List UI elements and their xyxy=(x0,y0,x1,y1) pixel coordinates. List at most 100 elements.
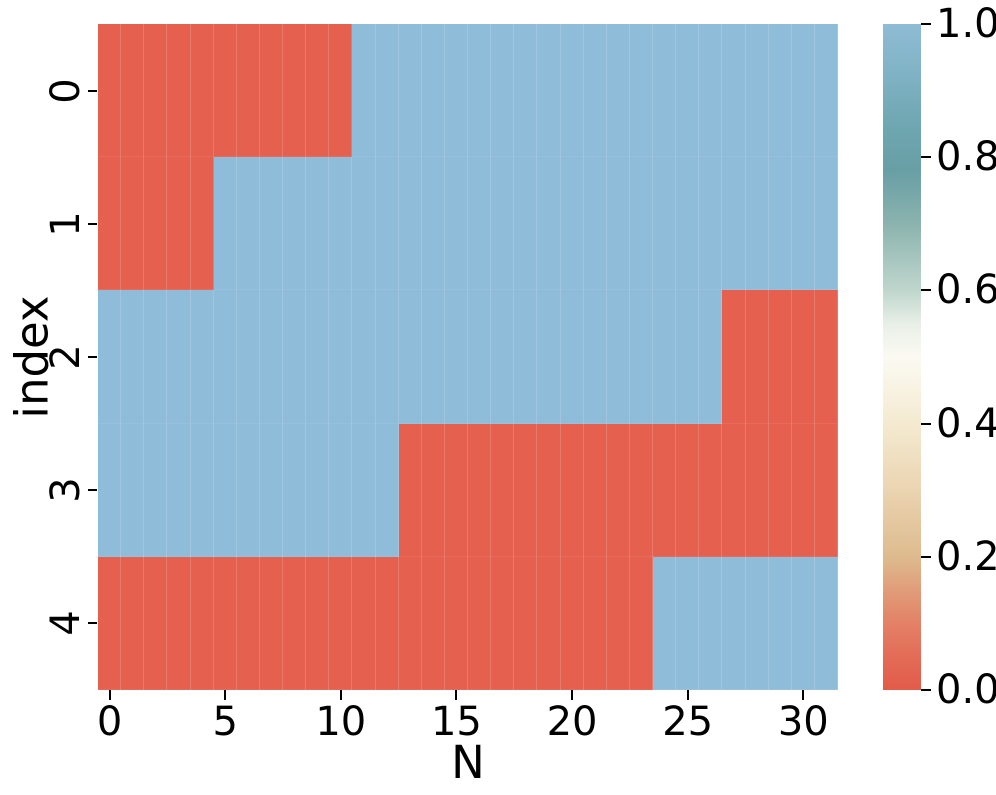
y-tick-label: 0 xyxy=(43,77,89,104)
y-tick-mark xyxy=(88,489,97,492)
heatmap-cell-r3-c27 xyxy=(722,423,746,557)
x-tick-label: 30 xyxy=(777,699,829,745)
x-tick-label: 5 xyxy=(212,699,238,745)
heatmap-cell-r4-c2 xyxy=(144,556,168,690)
heatmap-cell-r3-c29 xyxy=(768,423,792,557)
heatmap-cell-r3-c1 xyxy=(121,423,145,557)
heatmap-cell-r2-c19 xyxy=(537,290,561,424)
heatmap-cell-r3-c18 xyxy=(514,423,538,557)
y-tick-mark xyxy=(88,89,97,92)
heatmap-cell-r1-c17 xyxy=(491,157,515,291)
heatmap-cell-r0-c13 xyxy=(398,24,422,158)
heatmap-cell-r1-c12 xyxy=(375,157,399,291)
x-tick-label: 15 xyxy=(430,699,482,745)
y-tick-mark xyxy=(88,622,97,625)
heatmap-cell-r3-c17 xyxy=(491,423,515,557)
x-tick-label: 10 xyxy=(315,699,367,745)
heatmap-cell-r0-c20 xyxy=(560,24,584,158)
heatmap-cell-r3-c16 xyxy=(468,423,492,557)
heatmap-cell-r1-c0 xyxy=(98,157,122,291)
colorbar-tick-mark xyxy=(921,422,931,425)
heatmap-cell-r3-c28 xyxy=(745,423,769,557)
heatmap-cell-r3-c30 xyxy=(791,423,815,557)
heatmap-cell-r2-c6 xyxy=(236,290,260,424)
heatmap-cell-r4-c21 xyxy=(583,556,607,690)
heatmap-cell-r4-c25 xyxy=(676,556,700,690)
heatmap-cell-r2-c23 xyxy=(629,290,653,424)
heatmap-cell-r0-c17 xyxy=(491,24,515,158)
heatmap-cell-r4-c23 xyxy=(629,556,653,690)
heatmap-cell-r3-c2 xyxy=(144,423,168,557)
heatmap-cell-r1-c27 xyxy=(722,157,746,291)
heatmap-cell-r1-c7 xyxy=(259,157,283,291)
heatmap-cell-r2-c20 xyxy=(560,290,584,424)
heatmap-cell-r4-c6 xyxy=(236,556,260,690)
heatmap-cell-r1-c24 xyxy=(653,157,677,291)
heatmap-cell-r4-c29 xyxy=(768,556,792,690)
y-tick-label: 4 xyxy=(43,610,89,637)
heatmap-cell-r3-c21 xyxy=(583,423,607,557)
heatmap-cell-r3-c4 xyxy=(190,423,214,557)
heatmap-cell-r4-c7 xyxy=(259,556,283,690)
heatmap-cell-r4-c12 xyxy=(375,556,399,690)
heatmap-cell-r3-c3 xyxy=(167,423,191,557)
y-tick-label: 1 xyxy=(43,211,89,237)
heatmap-cell-r0-c28 xyxy=(745,24,769,158)
heatmap-cell-r4-c31 xyxy=(814,556,838,690)
heatmap-cell-r2-c0 xyxy=(98,290,122,424)
heatmap-cell-r3-c25 xyxy=(676,423,700,557)
y-tick-mark xyxy=(88,222,97,225)
heatmap-cell-r4-c16 xyxy=(468,556,492,690)
heatmap-cell-r4-c5 xyxy=(213,556,237,690)
heatmap-cell-r2-c13 xyxy=(398,290,422,424)
heatmap-cell-r4-c18 xyxy=(514,556,538,690)
x-tick-mark xyxy=(686,690,689,700)
heatmap-cell-r2-c21 xyxy=(583,290,607,424)
heatmap-cell-r1-c3 xyxy=(167,157,191,291)
colorbar-tick-mark xyxy=(921,689,931,691)
heatmap-cell-r2-c17 xyxy=(491,290,515,424)
heatmap-cell-r0-c11 xyxy=(352,24,376,158)
colorbar-tick-mark xyxy=(921,156,931,159)
heatmap-cell-r3-c10 xyxy=(329,423,353,557)
x-axis-label: N xyxy=(451,736,485,789)
colorbar-tick-mark xyxy=(921,289,931,292)
x-tick-label: 25 xyxy=(662,699,714,745)
heatmap-cell-r4-c10 xyxy=(329,556,353,690)
heatmap-cell-r2-c26 xyxy=(699,290,723,424)
heatmap-cell-r0-c31 xyxy=(814,24,838,158)
heatmap-cell-r0-c16 xyxy=(468,24,492,158)
heatmap-cell-r4-c24 xyxy=(653,556,677,690)
heatmap-cell-r0-c24 xyxy=(653,24,677,158)
heatmap-cell-r0-c9 xyxy=(306,24,330,158)
heatmap-cell-r2-c15 xyxy=(444,290,468,424)
heatmap-cell-r1-c4 xyxy=(190,157,214,291)
heatmap-cell-r2-c29 xyxy=(768,290,792,424)
heatmap-cell-r1-c6 xyxy=(236,157,260,291)
heatmap-cell-r4-c22 xyxy=(606,556,630,690)
heatmap-cell-r1-c19 xyxy=(537,157,561,291)
heatmap-cell-r1-c21 xyxy=(583,157,607,291)
heatmap-cell-r1-c25 xyxy=(676,157,700,291)
heatmap-cell-r2-c28 xyxy=(745,290,769,424)
heatmap-cell-r1-c23 xyxy=(629,157,653,291)
y-tick-label: 3 xyxy=(43,477,89,503)
colorbar-tick-mark xyxy=(921,23,931,25)
heatmap-cell-r4-c26 xyxy=(699,556,723,690)
x-tick-label: 20 xyxy=(546,699,598,745)
heatmap-cell-r1-c1 xyxy=(121,157,145,291)
heatmap-cell-r3-c15 xyxy=(444,423,468,557)
heatmap-cell-r3-c23 xyxy=(629,423,653,557)
x-tick-mark xyxy=(455,690,458,700)
heatmap-cell-r4-c0 xyxy=(98,556,122,690)
colorbar-tick-label: 0.0 xyxy=(936,667,996,713)
heatmap-cell-r2-c27 xyxy=(722,290,746,424)
heatmap-cell-r1-c22 xyxy=(606,157,630,291)
heatmap-cell-r1-c10 xyxy=(329,157,353,291)
heatmap-cell-r0-c27 xyxy=(722,24,746,158)
heatmap-cell-r3-c11 xyxy=(352,423,376,557)
heatmap-cell-r2-c30 xyxy=(791,290,815,424)
heatmap-cell-r3-c5 xyxy=(213,423,237,557)
heatmap-cell-r3-c7 xyxy=(259,423,283,557)
heatmap-cell-r3-c20 xyxy=(560,423,584,557)
